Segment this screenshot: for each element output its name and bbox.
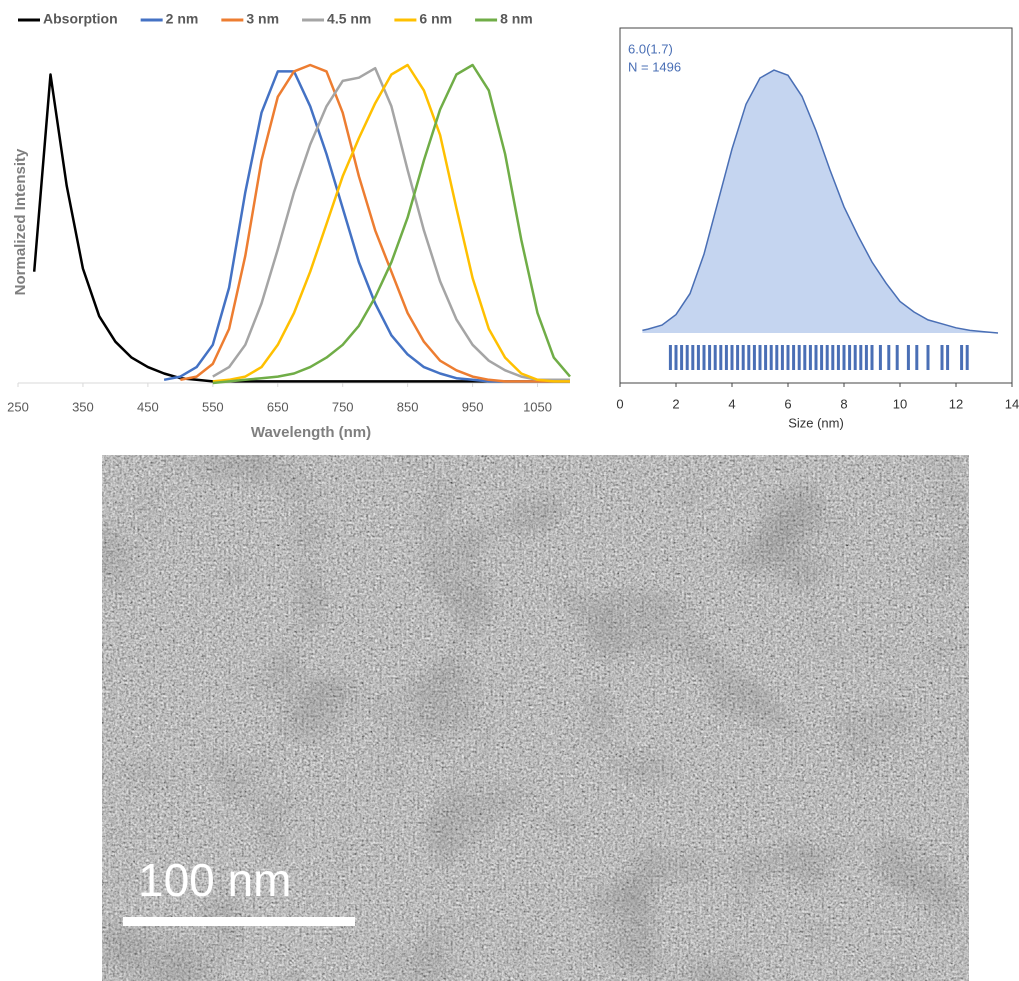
line-series xyxy=(212,63,570,383)
x-tick-label: 2 xyxy=(672,396,679,411)
legend-label: 3 nm xyxy=(246,11,279,27)
x-tick-label: 750 xyxy=(332,399,354,414)
legend-label: 6 nm xyxy=(419,11,452,27)
x-tick-label: 850 xyxy=(397,399,419,414)
legend-label: 2 nm xyxy=(166,11,199,27)
x-tick-label: 450 xyxy=(137,399,159,414)
legend-label: 4.5 nm xyxy=(327,11,371,27)
x-axis-label: Wavelength (nm) xyxy=(251,424,371,441)
line-series xyxy=(212,63,571,385)
x-tick-label: 650 xyxy=(267,399,289,414)
scale-bar-label: 100 nm xyxy=(138,854,291,906)
x-tick-label: 350 xyxy=(72,399,94,414)
x-tick-label: 950 xyxy=(462,399,484,414)
micrograph: 100 nm xyxy=(102,455,969,981)
x-tick-label: 10 xyxy=(893,396,907,411)
scale-bar xyxy=(123,917,355,926)
legend-label: Absorption xyxy=(43,11,118,27)
x-tick-label: 8 xyxy=(840,396,847,411)
x-tick-label: 0 xyxy=(616,396,623,411)
x-tick-label: 1050 xyxy=(523,399,552,414)
plot-frame xyxy=(619,27,1013,384)
x-tick-label: 250 xyxy=(7,399,29,414)
x-tick-label: 550 xyxy=(202,399,224,414)
x-axis-label: Size (nm) xyxy=(788,415,844,430)
legend-label: 8 nm xyxy=(500,11,533,27)
density-area xyxy=(642,70,998,334)
line-series xyxy=(32,73,570,383)
line-series xyxy=(212,66,570,382)
x-tick-label: 6 xyxy=(784,396,791,411)
x-tick-label: 4 xyxy=(728,396,735,411)
micrograph-particles xyxy=(102,455,969,981)
line-series xyxy=(180,63,570,383)
x-tick-label: 12 xyxy=(949,396,963,411)
y-axis-label: Normalized Intensity xyxy=(12,148,29,295)
annotation: N = 1496 xyxy=(628,59,681,74)
density-line xyxy=(642,69,999,334)
annotation: 6.0(1.7) xyxy=(628,41,673,56)
x-tick-label: 14 xyxy=(1005,396,1019,411)
